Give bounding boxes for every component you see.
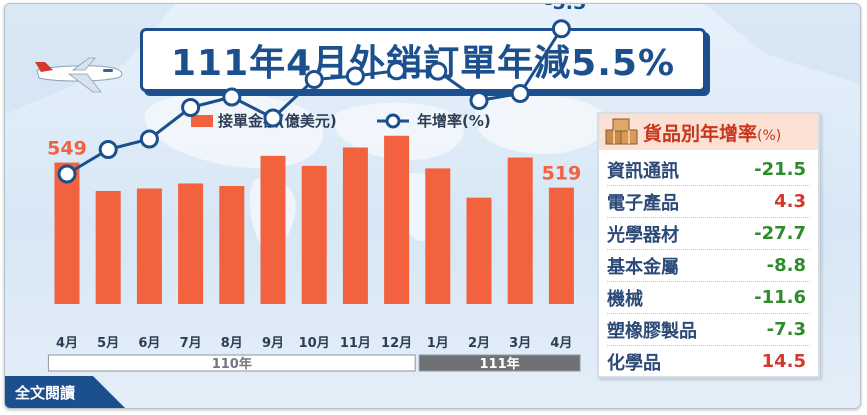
- title-banner: 111年4月外銷訂單年減5.5%: [140, 28, 706, 92]
- boxes-icon: [605, 118, 638, 145]
- bar-9: [425, 168, 451, 304]
- bar-2: [136, 188, 162, 304]
- category-name: 光學器材: [607, 224, 679, 246]
- orders-chart: 接單金額(億美元) 年增率(%) 4月 5月 6月 7月 8月 9月 10月 11月 12月 1月…: [47, 4, 586, 372]
- category-name: 機械: [607, 288, 643, 310]
- year-label-1: 111年: [480, 356, 520, 372]
- category-growth-value: 14.5: [761, 351, 806, 372]
- x-tick-label-12: 4月: [550, 336, 572, 351]
- x-tick-label-9: 1月: [427, 336, 449, 351]
- legend-bar-swatch: [191, 115, 213, 127]
- category-list: 資訊通訊 -21.5 電子產品 4.3 光學器材 -27.7 基本金屬 -8.8 機械 -11.6…: [607, 154, 810, 377]
- category-name: 電子產品: [607, 192, 679, 214]
- growth-point-5: [263, 108, 283, 128]
- growth-point-11: [510, 84, 530, 103]
- bar-1: [95, 191, 121, 304]
- category-growth-value: -8.8: [766, 255, 806, 276]
- page-title: 111年4月外銷訂單年減5.5%: [170, 43, 676, 84]
- growth-point-0: [57, 164, 77, 184]
- x-tick-label-8: 12月: [381, 336, 412, 351]
- growth-point-9: [428, 61, 448, 81]
- full-text-label: 全文閱讀: [15, 383, 76, 402]
- bar-5: [260, 155, 286, 304]
- category-row: 資訊通訊 -21.5: [607, 154, 810, 186]
- year-groups: 110年 111年: [47, 354, 581, 372]
- bar-7: [342, 147, 368, 304]
- category-growth-value: -21.5: [754, 159, 806, 180]
- growth-point-3: [181, 98, 201, 117]
- bar-10: [466, 197, 492, 304]
- bar-6: [301, 165, 327, 304]
- x-tick-label-2: 6月: [138, 336, 160, 351]
- x-tick-label-10: 2月: [468, 336, 490, 351]
- category-name: 塑橡膠製品: [607, 320, 697, 342]
- panel-title: 貨品別年增率(%): [643, 119, 781, 146]
- category-name: 化學品: [607, 352, 661, 374]
- data-label-1: 519: [542, 163, 582, 185]
- x-tick-label-4: 8月: [221, 336, 243, 351]
- x-tick-label-0: 4月: [56, 336, 78, 351]
- growth-line-series: [57, 19, 571, 184]
- category-row: 基本金屬 -8.8: [607, 250, 810, 282]
- category-name: 基本金屬: [607, 256, 679, 278]
- legend-line-label: 年增率(%): [417, 112, 491, 130]
- growth-point-2: [139, 129, 159, 149]
- bar-3: [178, 183, 204, 304]
- x-tick-label-7: 11月: [340, 336, 371, 351]
- bar-12: [548, 187, 574, 304]
- panel-title-unit: (%): [757, 127, 782, 144]
- category-growth-panel: 貨品別年增率(%) 資訊通訊 -21.5 電子產品 4.3 光學器材 -27.7 基本金屬 -…: [597, 112, 820, 378]
- category-row: 光學器材 -27.7: [607, 218, 810, 250]
- category-growth-value: 4.3: [774, 191, 806, 212]
- year-label-0: 110年: [212, 356, 252, 372]
- x-tick-label-3: 7月: [180, 336, 202, 351]
- category-name: 資訊通訊: [607, 160, 679, 182]
- panel-title-text: 貨品別年增率: [643, 122, 758, 145]
- growth-point-12: [551, 19, 571, 39]
- chart-legend: 接單金額(億美元) 年增率(%): [191, 112, 491, 130]
- bar-series: [54, 135, 574, 304]
- x-tick-label-5: 9月: [262, 336, 284, 351]
- growth-point-1: [98, 140, 118, 159]
- data-labels: 549 519 -5.5: [47, 4, 586, 185]
- bar-8: [384, 135, 410, 304]
- x-tick-label-11: 3月: [509, 336, 531, 351]
- x-tick-label-6: 10月: [299, 336, 330, 351]
- infographic-frame: 111年4月外銷訂單年減5.5% 接單金額(億美元) 年增率(%) 4月 5月 6月…: [4, 3, 861, 409]
- growth-point-7: [345, 66, 365, 86]
- data-label-2: -5.5: [545, 4, 587, 14]
- legend-line-marker: [385, 113, 401, 129]
- category-row: 機械 -11.6: [607, 282, 810, 314]
- year-band-0: [47, 354, 416, 372]
- airplane-icon: [35, 57, 123, 93]
- growth-point-6: [304, 70, 324, 89]
- category-growth-value: -7.3: [766, 319, 806, 340]
- year-band-1: [418, 354, 581, 372]
- growth-point-8: [387, 61, 407, 81]
- category-growth-value: -27.7: [754, 223, 806, 244]
- category-row: 電子產品 4.3: [607, 186, 810, 218]
- category-row: 塑橡膠製品 -7.3: [607, 314, 810, 346]
- growth-point-10: [469, 91, 489, 110]
- growth-point-4: [222, 87, 242, 107]
- bar-0: [54, 162, 80, 304]
- category-growth-value: -11.6: [754, 287, 806, 308]
- x-tick-label-1: 5月: [97, 336, 119, 351]
- bar-4: [219, 185, 245, 304]
- category-row: 化學品 14.5: [607, 346, 810, 377]
- bar-11: [507, 157, 533, 304]
- panel-header: 貨品別年增率(%): [599, 114, 818, 150]
- x-axis-labels: 4月 5月 6月 7月 8月 9月 10月 11月 12月 1月 2月 3月 4月: [56, 336, 572, 351]
- data-label-0: 549: [47, 138, 87, 160]
